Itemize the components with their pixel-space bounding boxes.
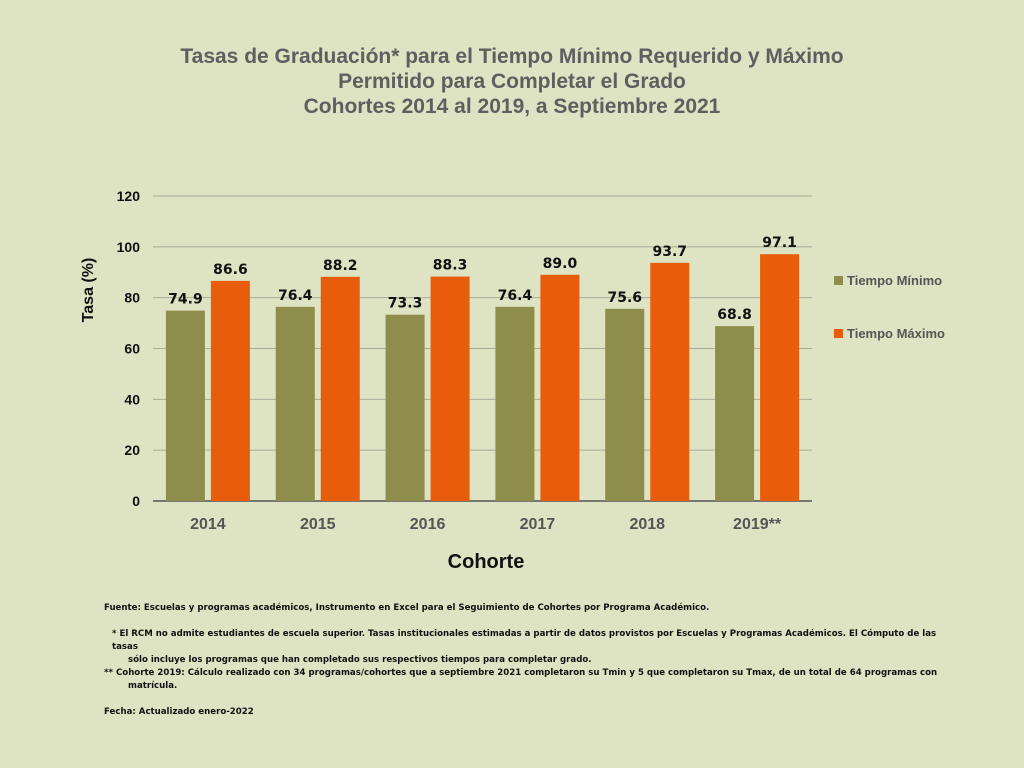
- bar-min: [605, 308, 645, 501]
- bar-min: [275, 306, 315, 501]
- data-label: 75.6: [607, 290, 642, 306]
- bar-min: [385, 314, 425, 501]
- y-tick-label: 120: [117, 188, 141, 204]
- y-tick-label: 80: [124, 290, 140, 306]
- legend-label: Tiempo Máximo: [847, 326, 945, 341]
- data-label: 76.4: [278, 288, 313, 304]
- data-label: 68.8: [717, 307, 752, 323]
- title-line-3: Cohortes 2014 al 2019, a Septiembre 2021: [303, 95, 721, 118]
- bar-max: [320, 276, 360, 501]
- bar-max: [540, 274, 580, 501]
- data-label: 89.0: [543, 256, 578, 272]
- y-axis-title: Tasa (%): [80, 258, 97, 323]
- bar-max: [210, 280, 250, 501]
- bar-min: [495, 306, 535, 501]
- legend-label: Tiempo Mínimo: [847, 273, 942, 288]
- data-label: 97.1: [762, 235, 797, 251]
- x-tick-label: 2015: [300, 516, 336, 533]
- x-tick-label: 2016: [410, 516, 446, 533]
- x-tick-label: 2017: [520, 516, 556, 533]
- data-label: 74.9: [168, 292, 203, 308]
- data-label: 88.2: [323, 258, 358, 274]
- legend-swatch: [834, 329, 843, 338]
- title-line-2: Permitido para Completar el Grado: [338, 70, 686, 93]
- footnote-2-cont: matrícula.: [128, 681, 178, 691]
- y-tick-label: 40: [124, 391, 140, 407]
- footnote-1: * El RCM no admite estudiantes de escuel…: [112, 629, 937, 652]
- y-tick-label: 100: [117, 239, 141, 255]
- x-tick-label: 2019**: [733, 516, 782, 533]
- bar-min: [715, 326, 755, 501]
- y-tick-label: 60: [124, 341, 140, 357]
- bar-chart: 0 20 40 60 80 100 120 74.9 86.6 2014 76.4 88.2 2015 7…: [80, 188, 945, 573]
- data-label: 76.4: [498, 288, 533, 304]
- bar-max: [430, 276, 470, 501]
- legend-swatch: [834, 276, 843, 285]
- title-line-1: Tasas de Graduación* para el Tiempo Míni…: [180, 45, 844, 68]
- data-label: 88.3: [433, 258, 468, 274]
- bar-max: [760, 254, 800, 501]
- x-axis-title: Cohorte: [448, 551, 525, 573]
- source-note: Fuente: Escuelas y programas académicos,…: [104, 603, 710, 613]
- footnote-1-cont: sólo incluye los programas que han compl…: [128, 655, 592, 665]
- bar-max: [650, 262, 690, 501]
- y-tick-label: 0: [132, 493, 140, 509]
- x-tick-label: 2014: [190, 516, 226, 533]
- data-label: 86.6: [213, 262, 248, 278]
- bar-min: [165, 310, 205, 501]
- data-label: 93.7: [652, 244, 687, 260]
- chart-title: Tasas de Graduación* para el Tiempo Míni…: [0, 44, 1024, 119]
- update-date: Fecha: Actualizado enero-2022: [104, 707, 254, 717]
- x-tick-label: 2018: [629, 516, 665, 533]
- footnotes: Fuente: Escuelas y programas académicos,…: [104, 602, 964, 719]
- footnote-2: ** Cohorte 2019: Cálculo realizado con 3…: [104, 668, 938, 678]
- data-label: 73.3: [388, 296, 423, 312]
- y-tick-label: 20: [124, 442, 140, 458]
